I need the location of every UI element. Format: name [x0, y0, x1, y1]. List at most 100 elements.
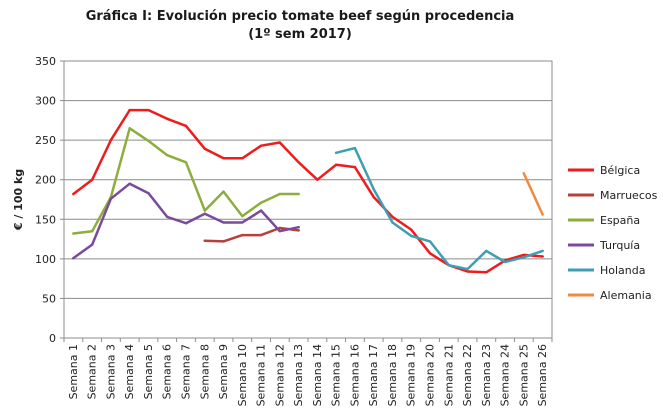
data-point: [90, 243, 94, 246]
y-tick-label: 150: [35, 213, 56, 226]
data-point: [184, 161, 188, 164]
data-point: [72, 192, 75, 196]
y-tick-label: 300: [35, 95, 56, 108]
legend-item: Alemania: [568, 289, 652, 302]
data-point: [222, 221, 225, 224]
series-españa: [72, 127, 300, 235]
data-point: [90, 178, 94, 181]
data-point: [128, 127, 131, 130]
data-point: [297, 192, 300, 196]
data-point: [541, 249, 544, 253]
data-point: [72, 256, 75, 260]
chart-title-block: Gráfica I: Evolución precio tomate beef …: [40, 8, 560, 44]
data-point: [297, 161, 300, 164]
data-point: [147, 108, 150, 112]
data-point: [541, 255, 544, 258]
data-point: [316, 178, 319, 181]
x-tick-label: Semana 1: [67, 344, 80, 399]
data-point: [166, 117, 169, 120]
data-point: [428, 252, 432, 255]
data-point: [203, 209, 206, 212]
x-tick-label: Semana 13: [292, 344, 305, 406]
legend-label: Marruecos: [600, 189, 658, 202]
data-point: [297, 229, 300, 232]
y-tick-label: 250: [35, 134, 56, 147]
data-point: [278, 192, 282, 196]
axes: 0 50 100 150 200 250 300 350 Semana 1 Semana 2 Sem…: [12, 55, 553, 406]
y-tick-label: 350: [35, 55, 56, 68]
x-tick-label: Semana 5: [142, 344, 155, 399]
data-point: [522, 253, 526, 257]
data-point: [222, 240, 225, 243]
x-tick-label: Semana 14: [311, 344, 324, 406]
gridlines: [64, 60, 552, 299]
x-tick-label: Semana 16: [348, 344, 361, 406]
x-tick-label: Semana 23: [480, 344, 493, 406]
data-point: [428, 240, 432, 243]
data-point: [259, 209, 263, 212]
data-point: [297, 226, 300, 229]
data-point: [109, 138, 113, 142]
x-tick-label: Semana 22: [461, 344, 474, 406]
x-tick-label: Semana 19: [405, 344, 418, 406]
x-tick-label: Semana 25: [517, 344, 530, 406]
x-tick-label: Semana 26: [536, 344, 549, 406]
data-point: [147, 139, 150, 143]
legend-item: Marruecos: [568, 189, 658, 202]
y-tick-label: 0: [49, 332, 56, 345]
legend-label: Bélgica: [600, 164, 640, 177]
legend-label: Holanda: [600, 264, 646, 277]
series-line: [72, 182, 300, 260]
y-tick-label: 200: [35, 174, 56, 187]
data-point: [466, 270, 469, 273]
data-point: [372, 188, 375, 191]
data-point: [222, 157, 225, 160]
x-tick-label: Semana 10: [236, 344, 249, 406]
legend-label: España: [600, 214, 640, 227]
data-point: [259, 144, 263, 147]
data-point: [241, 157, 244, 160]
series-lines: [72, 108, 544, 274]
x-tick-label: Semana 18: [386, 344, 399, 406]
series-line: [522, 172, 544, 216]
x-tick-label: Semana 12: [273, 344, 286, 406]
data-point: [203, 147, 206, 151]
data-point: [278, 229, 282, 233]
legend-item: Holanda: [568, 264, 646, 277]
data-point: [109, 197, 113, 200]
series-marruecos: [203, 226, 300, 243]
data-point: [259, 233, 263, 237]
data-point: [522, 256, 526, 259]
x-tick-label: Semana 21: [442, 344, 455, 406]
series-line: [203, 226, 300, 243]
data-point: [203, 212, 206, 215]
data-point: [166, 215, 169, 219]
series-line: [72, 108, 544, 274]
data-point: [203, 239, 206, 242]
x-tick-label: Semana 4: [123, 344, 136, 399]
legend-item: Turquía: [568, 239, 640, 252]
legend-item: Bélgica: [568, 164, 640, 177]
data-point: [184, 222, 188, 225]
data-point: [222, 190, 225, 193]
chart-subtitle: (1º sem 2017): [248, 27, 352, 42]
data-point: [184, 124, 188, 128]
data-point: [391, 221, 394, 224]
data-point: [522, 172, 526, 175]
legend: Bélgica Marruecos España Turquía Holanda Alem…: [568, 164, 658, 302]
x-tick-label: Semana 2: [86, 344, 99, 399]
data-point: [334, 163, 338, 166]
data-point: [447, 263, 450, 267]
x-tick-label: Semana 20: [424, 344, 437, 406]
data-point: [485, 271, 488, 274]
x-tick-label: Semana 11: [255, 344, 268, 406]
legend-label: Turquía: [599, 239, 640, 252]
x-tick-label: Semana 8: [198, 344, 211, 399]
data-point: [241, 214, 244, 218]
data-point: [147, 191, 150, 195]
data-point: [128, 182, 131, 185]
y-tick-label: 100: [35, 253, 56, 266]
data-point: [278, 141, 282, 144]
